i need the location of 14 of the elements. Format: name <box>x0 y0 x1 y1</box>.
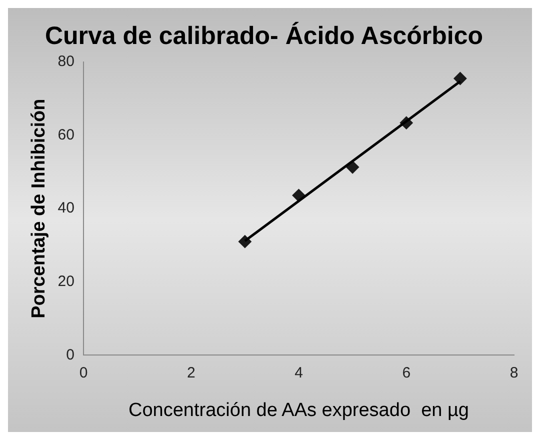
y-tick-label: 80 <box>58 53 74 70</box>
x-tick-label: 8 <box>510 364 518 382</box>
chart-title: Curva de calibrado- Ácido Ascórbico <box>44 20 484 50</box>
y-tick-label: 40 <box>58 200 74 217</box>
point <box>454 72 467 85</box>
y-tick-label: 60 <box>58 126 74 144</box>
y-tick-label: 0 <box>66 346 74 364</box>
y-axis-title: Porcentaje de Inhibición <box>28 98 50 318</box>
x-tick-label: 2 <box>186 364 196 382</box>
x-axis-title: Concentración de AAs expresado en µg <box>128 400 469 421</box>
y-tick-label: 20 <box>58 273 74 290</box>
x-tick-label: 0 <box>79 364 88 382</box>
x-tick-label: 6 <box>402 364 411 382</box>
x-tick-label: 4 <box>294 364 303 382</box>
